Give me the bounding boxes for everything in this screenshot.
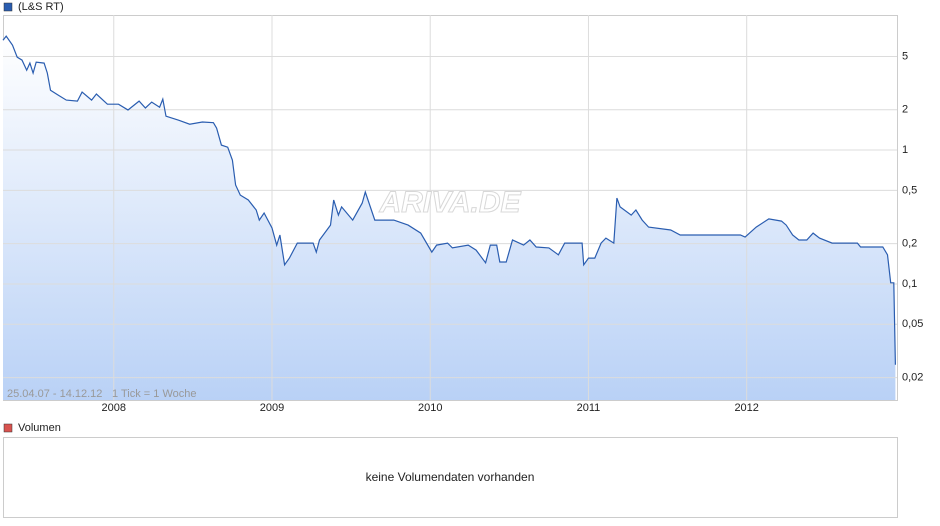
volume-frame	[3, 437, 898, 518]
x-tick-label: 2008	[102, 402, 126, 414]
volume-legend-label: Volumen	[18, 422, 61, 434]
y-tick-label: 0,2	[902, 238, 917, 250]
y-tick-label: 0,1	[902, 278, 917, 290]
watermark: ARIVA.DE	[378, 186, 521, 219]
x-tick-label: 2010	[418, 402, 442, 414]
tick-info: 1 Tick = 1 Woche	[112, 388, 196, 400]
x-tick-label: 2012	[734, 402, 758, 414]
x-tick-label: 2009	[260, 402, 284, 414]
legend-swatch	[3, 2, 13, 12]
y-tick-label: 0,5	[902, 184, 917, 196]
y-tick-label: 2	[902, 104, 908, 116]
x-tick-label: 2011	[577, 402, 601, 414]
price-line	[2, 35, 896, 365]
date-range: 25.04.07 - 14.12.12	[7, 388, 102, 400]
y-tick-label: 5	[902, 50, 908, 62]
y-tick-label: 1	[902, 144, 908, 156]
volume-legend-swatch	[3, 423, 13, 433]
volume-message: keine Volumendaten vorhanden	[366, 470, 535, 484]
area-fill	[3, 36, 896, 400]
y-tick-label: 0,02	[902, 371, 923, 383]
legend-label: (L&S RT)	[18, 1, 64, 13]
y-tick-label: 0,05	[902, 318, 923, 330]
